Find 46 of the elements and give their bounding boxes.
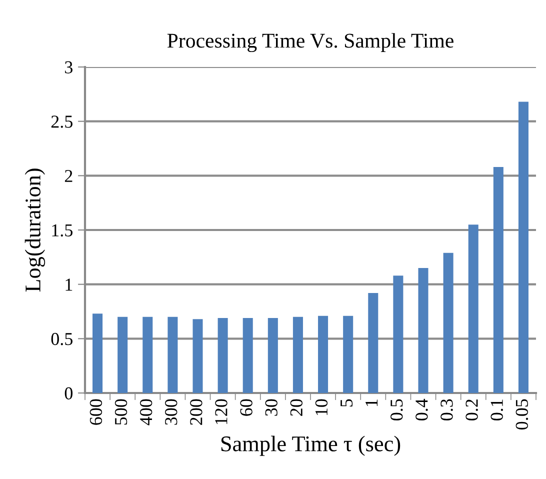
bar bbox=[493, 166, 504, 393]
x-tick-label: 30 bbox=[265, 399, 278, 416]
x-tick-label: 1 bbox=[366, 400, 378, 406]
bar bbox=[168, 316, 178, 393]
chart-title: Processing Time Vs. Sample Time bbox=[167, 33, 454, 52]
x-tick-label: 5 bbox=[340, 399, 353, 407]
x-tick-label: 200 bbox=[190, 399, 202, 425]
bar bbox=[92, 314, 103, 393]
x-tick-label: 20 bbox=[290, 399, 302, 416]
y-tick-label: 0 bbox=[64, 387, 73, 400]
bar bbox=[192, 319, 203, 393]
bar bbox=[268, 318, 278, 393]
bar bbox=[118, 316, 128, 393]
bar bbox=[418, 268, 428, 393]
bar bbox=[292, 316, 303, 393]
y-tick-label: 3 bbox=[65, 61, 72, 74]
bar bbox=[468, 224, 478, 393]
bar bbox=[368, 293, 378, 393]
y-tick-label: 1.5 bbox=[52, 224, 72, 237]
bar bbox=[518, 102, 528, 393]
x-tick-label: 600 bbox=[90, 399, 102, 425]
bar bbox=[318, 316, 328, 393]
x-tick-label: 400 bbox=[140, 399, 152, 426]
x-tick-label: 0.05 bbox=[516, 399, 528, 430]
bar bbox=[393, 276, 404, 393]
x-tick-label: 60 bbox=[240, 399, 252, 416]
x-tick-label: 120 bbox=[215, 399, 228, 424]
y-tick-label: 2 bbox=[64, 170, 72, 182]
x-tick-label: 300 bbox=[165, 399, 178, 425]
bar bbox=[343, 316, 354, 393]
bar bbox=[242, 318, 253, 393]
bar bbox=[218, 318, 228, 393]
x-tick-label: 10 bbox=[315, 399, 328, 416]
bar bbox=[443, 252, 454, 393]
x-tick-label: 0.2 bbox=[466, 400, 478, 420]
x-tick-label: 500 bbox=[114, 399, 128, 425]
y-axis-title: Log(duration) bbox=[24, 168, 46, 292]
x-tick-label: 0.5 bbox=[390, 399, 403, 420]
bar bbox=[142, 316, 153, 393]
y-tick-label: 1 bbox=[66, 278, 72, 291]
x-axis-title: Sample Time τ (sec) bbox=[221, 436, 400, 456]
x-tick-label: 0.1 bbox=[490, 400, 504, 420]
y-tick-label: 0.5 bbox=[51, 332, 72, 346]
x-tick-label: 0.3 bbox=[440, 399, 453, 420]
y-tick-label: 2.5 bbox=[51, 116, 72, 128]
x-tick-label: 0.4 bbox=[416, 398, 428, 420]
